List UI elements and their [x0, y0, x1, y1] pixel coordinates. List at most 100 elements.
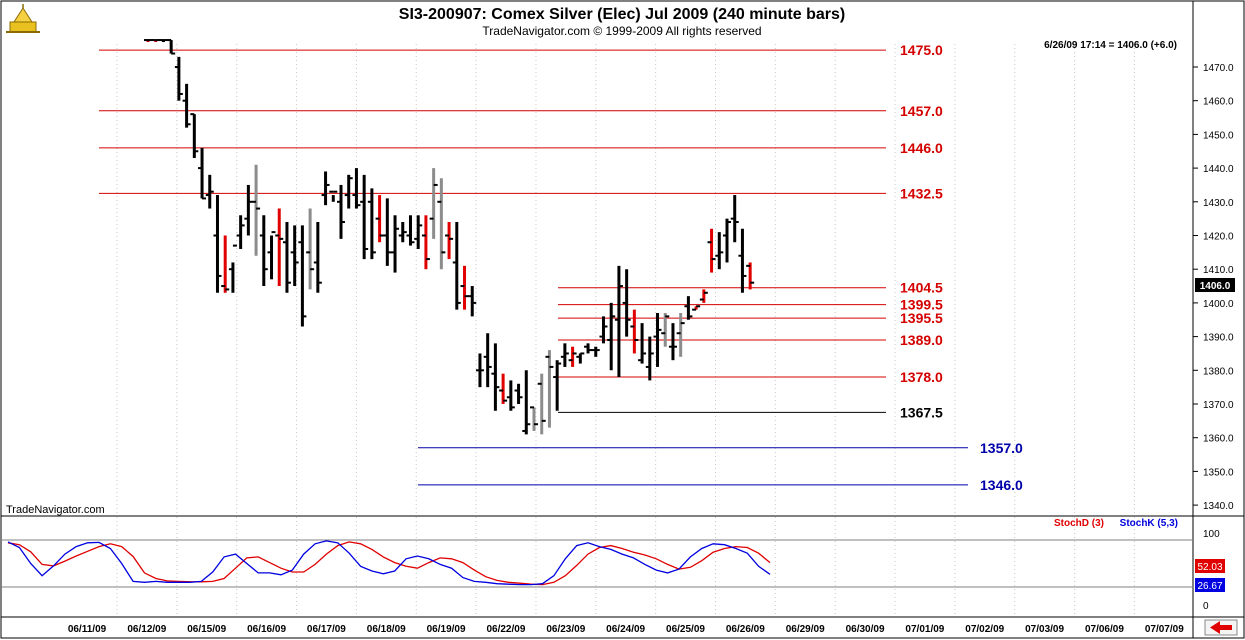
level-label: 1404.5	[900, 280, 943, 296]
price-bar	[182, 83, 191, 128]
price-bar	[406, 215, 415, 246]
level-label: 1346.0	[980, 477, 1023, 493]
price-bar	[290, 225, 299, 287]
price-bar	[746, 262, 755, 290]
date-tick-label: 07/07/09	[1145, 624, 1184, 635]
price-bar	[367, 188, 376, 260]
date-axis: 06/11/09 06/12/09 06/15/09 06/16/09 06/17/09…	[68, 624, 1184, 635]
date-tick-label: 06/24/09	[606, 624, 645, 635]
price-bar	[522, 370, 531, 435]
last-quote-text: 6/26/09 17:14 = 1406.0 (+6.0)	[1044, 40, 1177, 51]
stoch-k-legend: StochK (5,3)	[1120, 518, 1178, 529]
level-label: 1446.0	[900, 140, 943, 156]
price-bar	[460, 265, 469, 310]
date-tick-label: 06/15/09	[187, 624, 226, 635]
stoch-k-line	[7, 540, 771, 586]
price-tick-label: 1380.0	[1203, 366, 1234, 377]
price-bar	[329, 190, 338, 202]
price-tick-label: 1440.0	[1203, 164, 1234, 175]
level-lines: 1475.0 1457.0 1446.0 1432.5 1404.51399.51395…	[99, 42, 1023, 493]
price-tick-label: 1370.0	[1203, 400, 1234, 411]
price-bar	[491, 343, 500, 411]
price-bar	[537, 373, 546, 435]
price-bar	[144, 39, 152, 43]
price-bar	[553, 360, 562, 411]
price-bar	[730, 195, 739, 243]
date-tick-label: 06/12/09	[127, 624, 166, 635]
price-bar	[391, 215, 400, 273]
price-bar	[622, 269, 631, 337]
price-tick-label: 1430.0	[1203, 198, 1234, 209]
date-tick-label: 06/18/09	[367, 624, 406, 635]
trade-navigator-logo-icon	[6, 4, 40, 33]
price-tick-label: 1470.0	[1203, 63, 1234, 74]
date-tick-label: 07/02/09	[965, 624, 1004, 635]
price-bar	[151, 39, 160, 43]
stochastic-panel: 100 0 StochD (3) 52.03 StochK (5,3) 26.67	[1, 518, 1225, 612]
price-bar	[599, 316, 608, 344]
price-bar	[707, 228, 716, 273]
price-bar	[360, 174, 369, 260]
price-bar	[445, 222, 454, 260]
price-bar	[437, 178, 446, 270]
price-bar	[545, 350, 554, 428]
date-tick-label: 06/11/09	[68, 624, 107, 635]
price-bar	[514, 383, 523, 404]
stoch-k-value-text: 26.67	[1197, 581, 1222, 592]
price-tick-label: 1450.0	[1203, 130, 1234, 141]
price-bar	[715, 232, 724, 270]
price-bar	[452, 222, 461, 310]
price-bar	[483, 333, 492, 388]
level-label: 1367.5	[900, 404, 943, 420]
price-bar	[275, 208, 284, 287]
price-tick-label: 1460.0	[1203, 97, 1234, 108]
level-label: 1457.0	[900, 103, 943, 119]
date-tick-label: 06/25/09	[666, 624, 705, 635]
date-tick-label: 06/23/09	[546, 624, 585, 635]
date-tick-label: 06/30/09	[846, 624, 885, 635]
price-tick-label: 1350.0	[1203, 467, 1234, 478]
date-tick-label: 07/03/09	[1025, 624, 1064, 635]
price-bars	[144, 39, 755, 435]
date-tick-label: 07/01/09	[905, 624, 944, 635]
price-bar	[499, 373, 508, 404]
price-bar	[383, 198, 392, 266]
price-tick-label: 1340.0	[1203, 501, 1234, 512]
price-bar	[198, 147, 207, 200]
price-bar	[653, 313, 662, 367]
price-bar	[337, 184, 345, 239]
date-tick-label: 06/22/09	[486, 624, 525, 635]
price-bar	[298, 225, 307, 327]
price-bar	[167, 39, 176, 55]
scroll-right-arrow-icon[interactable]	[1204, 619, 1238, 636]
price-bar	[375, 195, 384, 243]
date-tick-label: 07/06/09	[1085, 624, 1124, 635]
stoch-d-line	[7, 541, 771, 586]
date-tick-label: 06/29/09	[786, 624, 825, 635]
price-bar	[738, 228, 747, 293]
price-bar	[252, 164, 261, 256]
price-bar	[699, 289, 708, 303]
price-bar	[591, 346, 600, 357]
price-bar	[429, 168, 438, 239]
watermark-text: TradeNavigator.com	[6, 504, 105, 516]
price-bar	[205, 174, 214, 209]
price-bar	[159, 39, 168, 43]
price-bar	[630, 309, 639, 354]
price-bar	[267, 231, 276, 280]
level-label: 1378.0	[900, 369, 943, 385]
price-bar	[506, 380, 515, 411]
price-bar	[530, 406, 538, 431]
price-bar	[414, 215, 423, 249]
price-bar	[723, 218, 731, 263]
price-bar	[221, 235, 230, 293]
stoch-d-legend: StochD (3)	[1054, 518, 1104, 529]
level-label: 1395.5	[900, 310, 943, 326]
price-bar	[576, 352, 585, 364]
price-bar	[244, 184, 253, 236]
current-price-tag	[1195, 278, 1235, 292]
price-tick-label: 1390.0	[1203, 333, 1234, 344]
price-bar	[259, 215, 268, 287]
stoch-d-value-tag	[1195, 559, 1225, 573]
